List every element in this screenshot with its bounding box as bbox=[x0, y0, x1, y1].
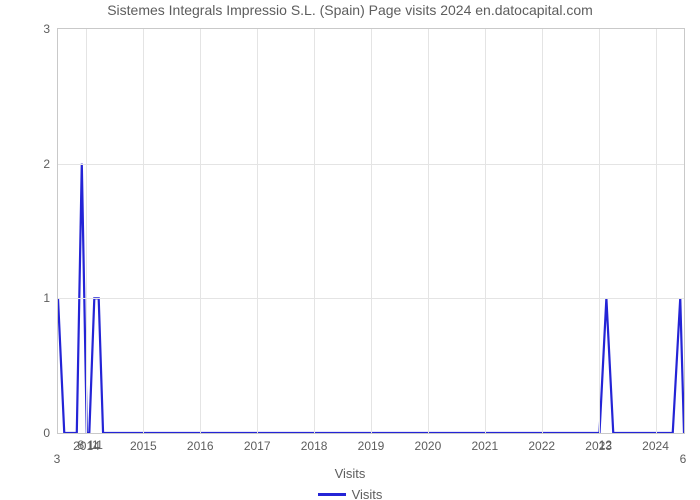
y-tick-label: 3 bbox=[43, 22, 58, 36]
x-axis-label: Visits bbox=[0, 466, 700, 481]
x-tick-label: 2017 bbox=[244, 433, 271, 453]
gridline-v bbox=[86, 29, 87, 433]
plot-area: 0123201420152016201720182019202020212022… bbox=[57, 28, 685, 434]
gridline-v bbox=[428, 29, 429, 433]
x-value-callout: 6 bbox=[680, 452, 687, 466]
x-tick-label: 2020 bbox=[415, 433, 442, 453]
legend-label: Visits bbox=[352, 487, 383, 500]
legend: Visits bbox=[0, 484, 700, 500]
y-tick-label: 1 bbox=[43, 291, 58, 305]
chart-title: Sistemes Integrals Impressio S.L. (Spain… bbox=[0, 2, 700, 18]
x-tick-label: 2016 bbox=[187, 433, 214, 453]
x-value-callout: 12 bbox=[599, 438, 612, 452]
gridline-v bbox=[143, 29, 144, 433]
legend-swatch bbox=[318, 493, 346, 496]
x-value-callout: 3 bbox=[54, 452, 61, 466]
gridline-v bbox=[599, 29, 600, 433]
chart-container: Sistemes Integrals Impressio S.L. (Spain… bbox=[0, 0, 700, 500]
gridline-v bbox=[257, 29, 258, 433]
gridline-v bbox=[200, 29, 201, 433]
x-tick-label: 2021 bbox=[471, 433, 498, 453]
y-tick-label: 0 bbox=[43, 426, 58, 440]
x-value-callout: 1 bbox=[96, 438, 103, 452]
x-tick-label: 2018 bbox=[301, 433, 328, 453]
x-tick-label: 2015 bbox=[130, 433, 157, 453]
gridline-v bbox=[314, 29, 315, 433]
x-value-callout: 8 bbox=[77, 438, 84, 452]
legend-item-visits: Visits bbox=[318, 487, 383, 500]
x-tick-label: 2022 bbox=[528, 433, 555, 453]
gridline-v bbox=[485, 29, 486, 433]
gridline-v bbox=[371, 29, 372, 433]
y-tick-label: 2 bbox=[43, 157, 58, 171]
x-tick-label: 2024 bbox=[642, 433, 669, 453]
gridline-v bbox=[656, 29, 657, 433]
x-tick-label: 2019 bbox=[358, 433, 385, 453]
gridline-v bbox=[542, 29, 543, 433]
